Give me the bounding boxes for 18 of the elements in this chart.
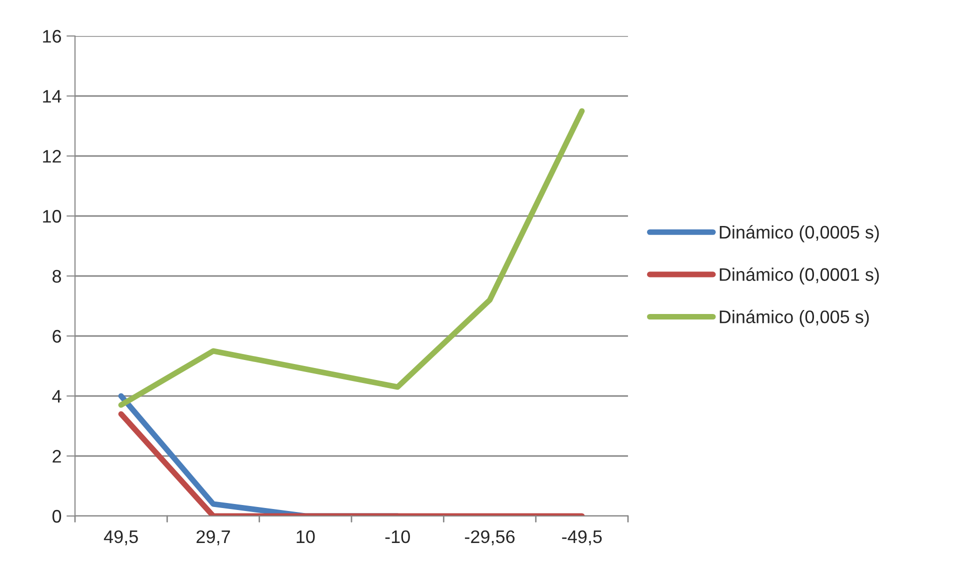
x-tick-label: 10 xyxy=(296,530,315,544)
legend-label: Dinámico (0,005 s) xyxy=(720,310,869,327)
y-tick-label: 10 xyxy=(43,210,62,223)
y-tick-label: 0 xyxy=(52,510,62,523)
y-tick-label: 16 xyxy=(43,30,62,43)
y-tick-label: 6 xyxy=(52,330,62,343)
y-tick-label: 4 xyxy=(52,390,62,403)
x-tick-label: -10 xyxy=(385,530,410,544)
x-tick-label: 49,5 xyxy=(104,530,138,546)
y-tick-label: 8 xyxy=(52,270,62,283)
y-tick-label: 12 xyxy=(43,150,61,163)
y-tick-label: 14 xyxy=(43,90,62,103)
legend-label: Dinámico (0,0005 s) xyxy=(720,225,879,242)
x-tick-label: -29,56 xyxy=(464,530,515,546)
x-tick-label: 29,7 xyxy=(196,530,230,546)
x-tick-label: -49,5 xyxy=(562,530,602,546)
y-tick-label: 2 xyxy=(52,450,61,463)
legend-label: Dinámico (0,0001 s) xyxy=(720,267,879,285)
